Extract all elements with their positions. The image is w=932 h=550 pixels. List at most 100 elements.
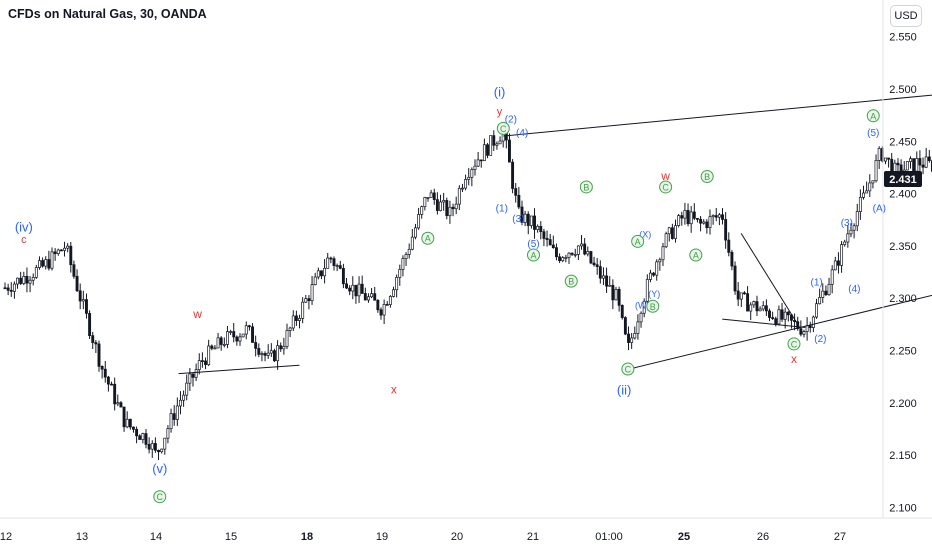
- candle-body: [132, 426, 135, 430]
- wave-label: (3): [841, 218, 853, 229]
- candle-body: [883, 157, 887, 162]
- wave-label: (W): [635, 301, 650, 311]
- candle-body: [921, 164, 925, 168]
- candle-body: [523, 213, 527, 223]
- candle-body: [191, 373, 195, 378]
- candle-body: [19, 277, 23, 284]
- candle-body: [457, 188, 461, 205]
- candle-body: [686, 210, 690, 225]
- candle-body: [6, 287, 10, 291]
- wave-label-circle: [787, 337, 801, 351]
- candle-body: [407, 248, 411, 255]
- candle-body: [620, 304, 624, 318]
- wave-label: (A): [873, 203, 886, 214]
- candle-body: [219, 337, 223, 345]
- candle-body: [329, 257, 333, 260]
- y-tick-label: 2.450: [889, 136, 917, 148]
- y-tick-label: 2.150: [889, 450, 917, 462]
- wave-label-circle: [866, 109, 880, 123]
- candle-body: [200, 360, 204, 362]
- candle-body: [216, 337, 220, 349]
- candle-body: [345, 283, 348, 289]
- candle-body: [667, 227, 671, 235]
- candle-body: [395, 277, 399, 291]
- candle-body: [85, 299, 88, 314]
- wave-label: A: [870, 111, 876, 121]
- candle-body: [12, 283, 16, 292]
- candle-body: [874, 160, 878, 182]
- candle-body: [229, 331, 233, 333]
- y-tick-label: 2.500: [889, 84, 917, 96]
- candle-body: [843, 241, 847, 245]
- candle-body: [636, 321, 640, 334]
- candle-body: [363, 293, 367, 301]
- candle-body: [75, 275, 79, 292]
- candle-body: [373, 293, 377, 301]
- candle-body: [254, 342, 258, 349]
- candle-body: [805, 325, 809, 332]
- candle-body: [338, 265, 342, 269]
- candle-body: [335, 265, 339, 267]
- candle-body: [695, 218, 699, 220]
- wave-label: B: [568, 277, 574, 287]
- wave-label-circle: [659, 180, 673, 194]
- candle-body: [702, 221, 706, 224]
- x-tick-label: 26: [757, 531, 769, 543]
- candle-body: [617, 289, 621, 306]
- candle-body: [420, 206, 424, 215]
- x-tick-label: 27: [834, 531, 846, 543]
- candle-body: [595, 264, 599, 267]
- candle-body: [858, 197, 862, 212]
- wave-label: (2): [814, 334, 826, 345]
- y-tick-label: 2.400: [889, 189, 917, 201]
- x-tick-label: 12: [0, 531, 12, 543]
- candle-body: [97, 343, 101, 367]
- candle-body: [69, 245, 73, 266]
- candle-body: [730, 251, 734, 267]
- candle-body: [752, 301, 756, 306]
- x-tick-label: 13: [76, 531, 88, 543]
- candle-body: [185, 382, 189, 396]
- candle-body: [589, 251, 593, 264]
- wave-label: x: [391, 382, 397, 396]
- candle-body: [103, 368, 107, 378]
- candle-body: [392, 289, 395, 297]
- currency-button[interactable]: USD: [890, 5, 922, 27]
- candle-body: [388, 296, 392, 305]
- candle-body: [689, 211, 693, 225]
- candle-body: [379, 309, 383, 316]
- wave-label: C: [625, 365, 632, 375]
- candle-body: [91, 335, 95, 343]
- candle-body: [163, 437, 167, 450]
- candle-body: [370, 293, 374, 298]
- candle-body: [307, 298, 311, 302]
- candle-body: [680, 215, 684, 219]
- candle-body: [9, 289, 13, 292]
- candle-body: [724, 219, 728, 241]
- candle-body: [658, 259, 662, 263]
- candle-body: [376, 299, 380, 311]
- candle-body: [28, 279, 32, 284]
- candle-body: [476, 159, 480, 167]
- candle-body: [786, 311, 790, 316]
- candle-body: [269, 350, 273, 354]
- candle-body: [188, 373, 192, 384]
- candle-body: [849, 229, 853, 235]
- candle-body: [840, 244, 844, 266]
- candle-body: [160, 448, 164, 453]
- candle-body: [529, 215, 533, 226]
- candle-body: [222, 344, 226, 346]
- candle-body: [877, 148, 881, 161]
- candle-body: [555, 247, 558, 258]
- candle-body: [470, 169, 474, 178]
- candle-body: [432, 192, 436, 200]
- wave-label: A: [530, 250, 536, 260]
- candle-body: [348, 287, 352, 292]
- candle-body: [768, 310, 771, 318]
- candle-body: [799, 328, 803, 335]
- candle-body: [623, 317, 627, 335]
- y-tick-label: 2.300: [889, 293, 917, 305]
- candle-body: [138, 435, 142, 440]
